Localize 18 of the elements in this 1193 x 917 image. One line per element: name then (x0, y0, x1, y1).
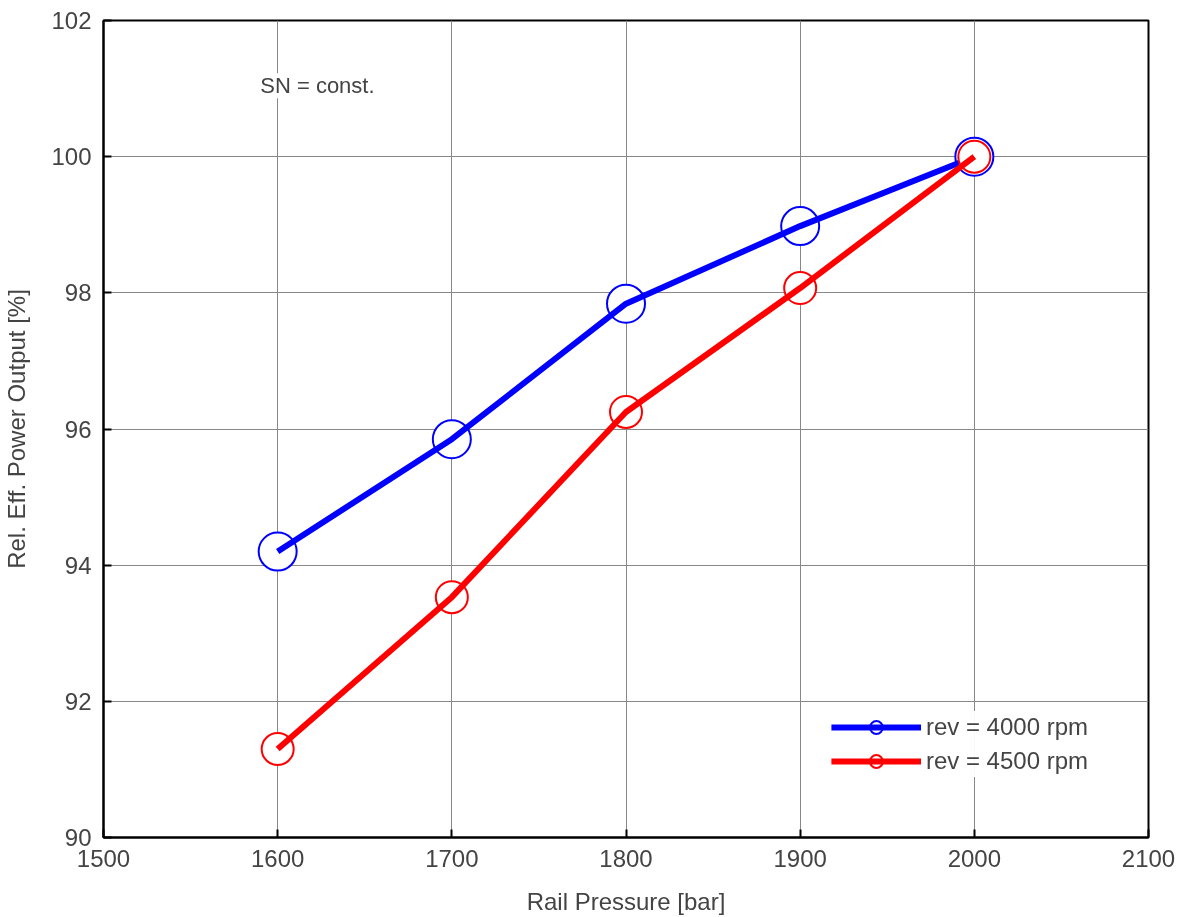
legend-label: rev = 4000 rpm (925, 713, 1088, 741)
y-tick-label: 90 (64, 824, 92, 851)
y-tick-label: 96 (64, 415, 92, 443)
x-tick-label: 1600 (250, 844, 305, 872)
x-tick-label: 1900 (773, 844, 827, 872)
y-tick-label: 92 (64, 687, 92, 715)
x-tick-label: 2100 (1121, 844, 1176, 872)
x-tick-label: 2000 (947, 844, 1002, 872)
y-axis-title: Rel. Eff. Power Output [%] (3, 289, 31, 569)
y-tick-label: 100 (51, 143, 92, 171)
y-tick-label: 94 (64, 551, 92, 579)
annotation: SN = const. (260, 73, 375, 99)
legend-label: rev = 4500 rpm (925, 747, 1088, 775)
y-tick-label: 98 (64, 279, 92, 307)
y-tick-label: 102 (51, 7, 92, 34)
x-tick-label: 1700 (425, 844, 479, 872)
x-axis-title: Rail Pressure [bar] (526, 887, 726, 915)
x-tick-label: 1800 (599, 844, 653, 872)
